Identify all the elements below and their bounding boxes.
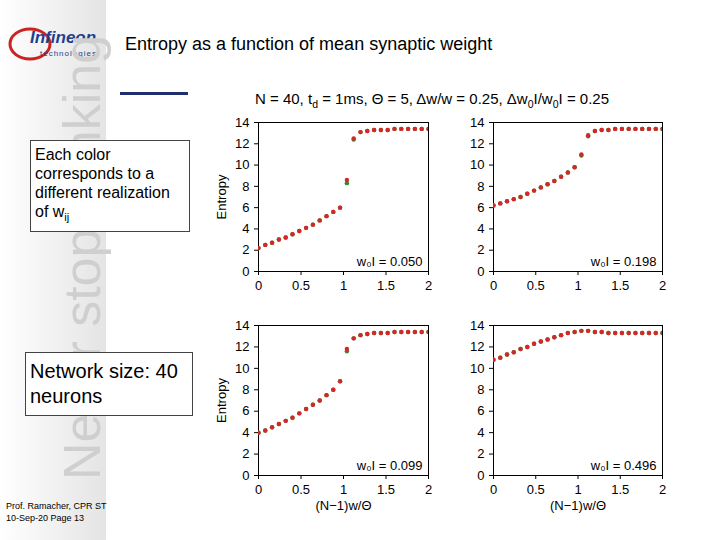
html-text:Each color corresponds to a di: Each color corresponds to a different re…	[35, 146, 170, 224]
svg-text:2: 2	[477, 446, 484, 461]
svg-text:1.5: 1.5	[377, 482, 395, 497]
svg-text:8: 8	[477, 382, 484, 397]
html-text:N = 40, td= 1ms, Θ = 5, Δw/w =: N = 40, td= 1ms, Θ = 5, Δw/w = 0.25, Δw0…	[255, 90, 609, 110]
svg-text:0: 0	[255, 482, 262, 497]
svg-text:(N−1)w/Θ: (N−1)w/Θ	[316, 498, 372, 513]
svg-text:0: 0	[477, 264, 484, 279]
svg-text:1.5: 1.5	[377, 278, 395, 291]
svg-text:4: 4	[477, 221, 484, 236]
svg-text:4: 4	[242, 221, 249, 236]
svg-text:0.5: 0.5	[292, 278, 310, 291]
svg-text:2: 2	[659, 278, 666, 291]
svg-text:12: 12	[470, 339, 484, 354]
svg-text:6: 6	[242, 403, 249, 418]
svg-text:1: 1	[574, 482, 581, 497]
svg-text:4: 4	[242, 425, 249, 440]
svg-text:0: 0	[490, 482, 497, 497]
svg-text:2: 2	[242, 242, 249, 257]
svg-text:6: 6	[477, 403, 484, 418]
svg-text:0: 0	[477, 468, 484, 483]
svg-text:0.5: 0.5	[527, 482, 545, 497]
html-text:10-Sep-20 Page 13: 10-Sep-20 Page 13	[6, 513, 85, 523]
html-text:technologies: technologies	[40, 49, 97, 58]
svg-text:2: 2	[425, 278, 432, 291]
svg-text:6: 6	[242, 200, 249, 215]
svg-text:1: 1	[340, 482, 347, 497]
svg-text:2: 2	[242, 446, 249, 461]
svg-text:10: 10	[235, 361, 249, 376]
svg-text:2: 2	[425, 482, 432, 497]
svg-text:0: 0	[490, 278, 497, 291]
svg-text:0: 0	[255, 278, 262, 291]
svg-text:2: 2	[477, 242, 484, 257]
svg-text:0: 0	[242, 468, 249, 483]
svg-text:1.5: 1.5	[611, 278, 629, 291]
svg-text:14: 14	[235, 116, 249, 130]
svg-text:6: 6	[477, 200, 484, 215]
svg-text:w₀I = 0.099: w₀I = 0.099	[356, 458, 423, 473]
html-text:Entropy as a function of mean: Entropy as a function of mean synaptic w…	[125, 34, 493, 54]
svg-text:1: 1	[340, 278, 347, 291]
svg-text:0: 0	[242, 264, 249, 279]
svg-text:10: 10	[235, 157, 249, 172]
html-text:Prof. Ramacher, CPR ST: Prof. Ramacher, CPR ST	[6, 501, 107, 511]
svg-text:(N−1)w/Θ: (N−1)w/Θ	[550, 498, 606, 513]
svg-text:w₀I = 0.050: w₀I = 0.050	[356, 254, 423, 269]
svg-text:10: 10	[470, 361, 484, 376]
svg-text:w₀I = 0.496: w₀I = 0.496	[590, 458, 657, 473]
svg-text:14: 14	[470, 116, 484, 130]
svg-text:Entropy: Entropy	[214, 378, 229, 423]
svg-text:14: 14	[235, 319, 249, 333]
svg-text:14: 14	[470, 319, 484, 333]
html-text:Network size: 40 neurons: Network size: 40 neurons	[30, 360, 178, 407]
svg-text:8: 8	[477, 179, 484, 194]
svg-text:Entropy: Entropy	[214, 174, 229, 219]
html-text:Never stop thinking: Never stop thinking	[53, 34, 111, 480]
svg-text:8: 8	[242, 382, 249, 397]
svg-text:12: 12	[470, 136, 484, 151]
svg-text:0.5: 0.5	[292, 482, 310, 497]
svg-text:12: 12	[235, 339, 249, 354]
svg-text:12: 12	[235, 136, 249, 151]
svg-text:1: 1	[574, 278, 581, 291]
html-text:Infineon: Infineon	[30, 28, 97, 47]
svg-text:10: 10	[470, 157, 484, 172]
svg-text:0.5: 0.5	[527, 278, 545, 291]
svg-text:4: 4	[477, 425, 484, 440]
svg-text:w₀I = 0.198: w₀I = 0.198	[590, 254, 657, 269]
svg-text:1.5: 1.5	[611, 482, 629, 497]
svg-text:2: 2	[659, 482, 666, 497]
svg-text:8: 8	[242, 179, 249, 194]
